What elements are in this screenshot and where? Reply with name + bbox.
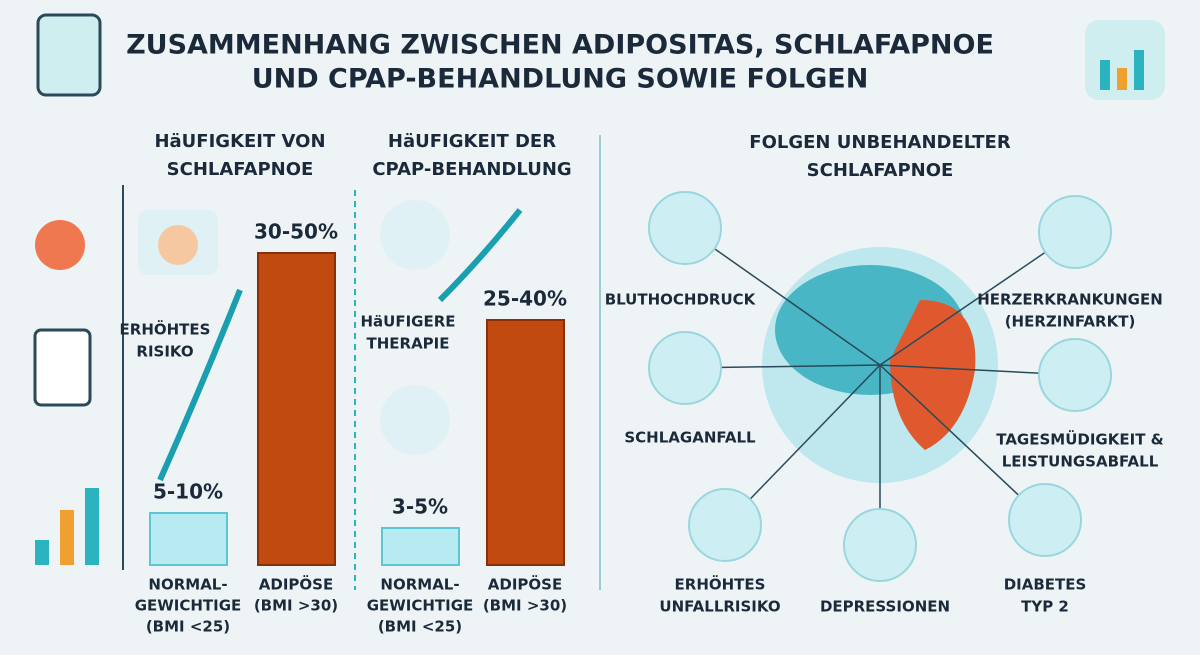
bar	[257, 252, 336, 566]
node-label: ERHÖHTES	[675, 575, 766, 594]
node-icon	[648, 191, 722, 265]
panel-title: CPAP-BEHANDLUNG	[372, 159, 571, 180]
bar-label: 3-5%	[392, 495, 448, 519]
node-label: LEISTUNGSABFALL	[1002, 453, 1159, 471]
node-label: DEPRESSIONEN	[820, 598, 950, 616]
category-label: (BMI >30)	[254, 597, 338, 615]
bar-label: 25-40%	[483, 287, 567, 311]
bar	[486, 319, 565, 566]
bar-label: 30-50%	[254, 220, 338, 244]
title: UND CPAP-BEHANDLUNG SOWIE FOLGEN	[252, 64, 869, 95]
node-label: TAGESMÜDIGKEIT &	[996, 430, 1163, 449]
connector	[724, 364, 881, 526]
node-label: (HERZINFARKT)	[1005, 313, 1136, 331]
node-icon	[1008, 483, 1082, 557]
category-label: NORMAL-	[148, 576, 227, 594]
bar-label: 5-10%	[153, 480, 223, 504]
node-label: HERZERKRANKUNGEN	[977, 291, 1163, 309]
note: THERAPIE	[366, 335, 449, 353]
category-label: (BMI <25)	[378, 618, 462, 636]
note: HäUFIGERE	[360, 313, 455, 331]
category-label: NORMAL-	[380, 576, 459, 594]
node-icon	[1038, 195, 1112, 269]
category-label: GEWICHTIGE	[367, 597, 474, 615]
category-label: (BMI >30)	[483, 597, 567, 615]
panel-title: FOLGEN UNBEHANDELTER	[749, 132, 1011, 153]
category-label: GEWICHTIGE	[135, 597, 242, 615]
category-label: (BMI <25)	[146, 618, 230, 636]
node-label: TYP 2	[1021, 598, 1069, 616]
connector	[684, 227, 881, 366]
panel-title: HäUFIGKEIT VON	[154, 131, 325, 152]
note: RISIKO	[136, 343, 193, 361]
panel-title: SCHLAFAPNOE	[807, 160, 954, 181]
category-label: ADIPÖSE	[488, 575, 562, 594]
node-icon	[688, 488, 762, 562]
node-icon	[843, 508, 917, 582]
node-label: BLUTHOCHDRUCK	[605, 291, 757, 309]
connector	[879, 364, 1046, 521]
node-label: UNFALLRISIKO	[659, 598, 780, 616]
node-icon	[1038, 338, 1112, 412]
note: ERHÖHTES	[120, 320, 211, 339]
node-label: SCHLAGANFALL	[624, 429, 756, 447]
connector	[879, 231, 1076, 366]
consequence-icons	[648, 191, 1112, 582]
bar	[149, 512, 228, 566]
title: ZUSAMMENHANG ZWISCHEN ADIPOSITAS, SCHLAF…	[126, 30, 994, 61]
panel-title: HäUFIGKEIT DER	[388, 131, 556, 152]
node-icon	[648, 331, 722, 405]
panel-title: SCHLAFAPNOE	[167, 159, 314, 180]
category-label: ADIPÖSE	[259, 575, 333, 594]
bar	[381, 527, 460, 566]
node-label: DIABETES	[1004, 576, 1087, 594]
